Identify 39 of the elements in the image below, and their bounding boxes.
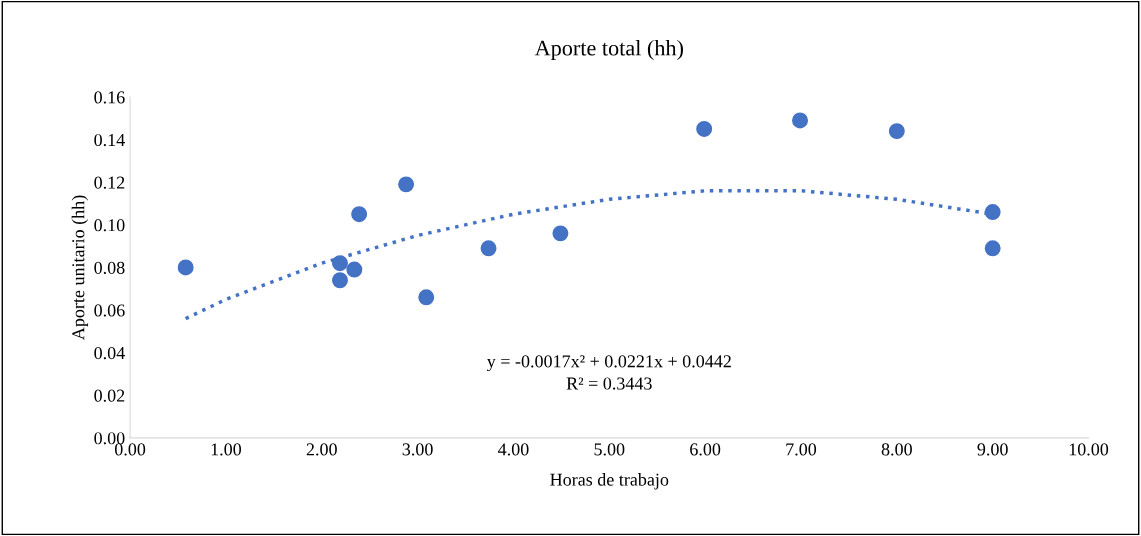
x-tick-label: 4.00	[498, 443, 529, 456]
point	[177, 259, 194, 276]
point	[398, 176, 415, 193]
y-tick-label: 0.14	[94, 133, 125, 147]
x-axis-title: Horas de trabajo	[550, 473, 669, 490]
y-tick-label: 0.12	[94, 176, 125, 189]
x-tick-label: 8.00	[881, 443, 912, 456]
annotation: R² = 0.3443	[566, 377, 652, 390]
point	[480, 240, 497, 257]
point	[984, 240, 1001, 257]
x-tick-label: 0.00	[114, 443, 146, 456]
point	[331, 255, 348, 272]
point	[696, 120, 713, 137]
x-tick-label: 1.00	[211, 443, 242, 456]
point	[346, 261, 363, 278]
point	[792, 112, 809, 129]
y-tick-label: 0.06	[94, 304, 125, 317]
annotation: y = -0.0017x² + 0.0221x + 0.0442	[486, 355, 731, 372]
x-tick-label: 7.00	[786, 443, 817, 456]
point	[984, 204, 1001, 221]
x-tick-label: 5.00	[594, 443, 625, 456]
y-tick-label: 0.02	[94, 389, 125, 402]
point	[888, 123, 905, 140]
y-tick-label: 0.04	[94, 346, 125, 360]
point	[552, 225, 569, 242]
y-tick-label: 0.08	[94, 261, 125, 274]
point	[418, 289, 435, 306]
y-tick-label: 0.10	[94, 219, 125, 232]
x-tick-label: 6.00	[690, 443, 721, 456]
point	[351, 206, 368, 223]
chart-title: Aporte total (hh)	[534, 39, 683, 61]
x-tick-label: 2.00	[306, 443, 337, 456]
y-tick-label: 0.00	[94, 432, 125, 445]
x-tick-label: 3.00	[402, 443, 433, 456]
y-tick-label: 0.16	[94, 91, 125, 104]
y-axis-title: Aporte unitario (hh)	[71, 195, 89, 340]
point	[331, 272, 348, 289]
x-tick-label: 9.00	[977, 443, 1008, 456]
x-tick-label: 10.00	[1069, 443, 1109, 456]
